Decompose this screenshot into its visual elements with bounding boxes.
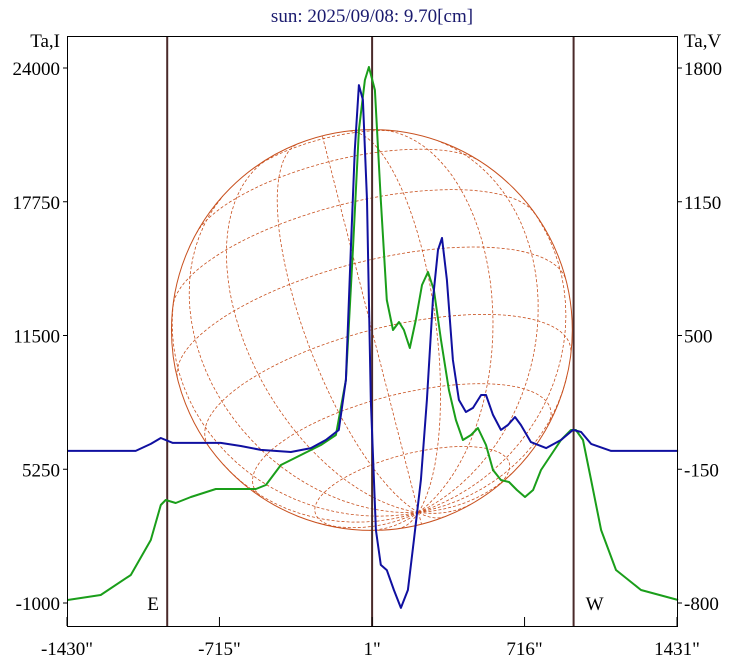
x-tick-label: 1431" — [654, 639, 700, 660]
right-tick-label: -150 — [684, 460, 719, 481]
chart-title: sun: 2025/09/08: 9.70[cm] — [271, 6, 473, 27]
longitude-line — [418, 512, 444, 519]
x-tick-label: -1430" — [41, 639, 93, 660]
longitude-line — [322, 136, 419, 513]
series-line-i — [67, 66, 679, 601]
limb-marker-label-e: E — [147, 594, 159, 615]
longitude-line — [188, 196, 419, 514]
limb-marker-label-w: W — [586, 594, 604, 615]
latitude-line — [196, 148, 480, 234]
series-line-v — [67, 84, 679, 609]
latitude-line — [252, 383, 552, 497]
longitude-line — [398, 512, 419, 529]
plot-frame — [67, 36, 678, 627]
longitude-line — [171, 296, 419, 517]
longitude-line — [418, 140, 539, 513]
x-tick-label: 1" — [363, 639, 380, 660]
latitude-line — [204, 313, 572, 446]
latitude-line — [314, 446, 511, 529]
right-tick-label: 500 — [684, 327, 713, 348]
right-axis-label: Ta,V — [684, 31, 721, 52]
longitude-line — [368, 512, 419, 531]
longitude-line — [222, 463, 419, 523]
longitude-line — [276, 144, 419, 513]
longitude-line — [349, 130, 441, 513]
right-tick-label: 1800 — [684, 59, 722, 80]
right-tick-label: 1150 — [684, 193, 721, 214]
left-tick-label: 17750 — [13, 193, 61, 214]
x-tick-label: -715" — [198, 639, 241, 660]
longitude-line — [418, 512, 422, 525]
left-axis-label: Ta,I — [30, 31, 60, 52]
x-tick-label: 716" — [506, 639, 542, 660]
longitude-line — [418, 376, 568, 513]
left-tick-label: -1000 — [16, 594, 60, 615]
longitude-line — [418, 504, 471, 514]
left-tick-label: 11500 — [13, 327, 60, 348]
left-tick-label: 5250 — [22, 460, 60, 481]
right-tick-label: -800 — [684, 594, 719, 615]
left-tick-label: 24000 — [13, 59, 61, 80]
longitude-line — [225, 159, 419, 513]
